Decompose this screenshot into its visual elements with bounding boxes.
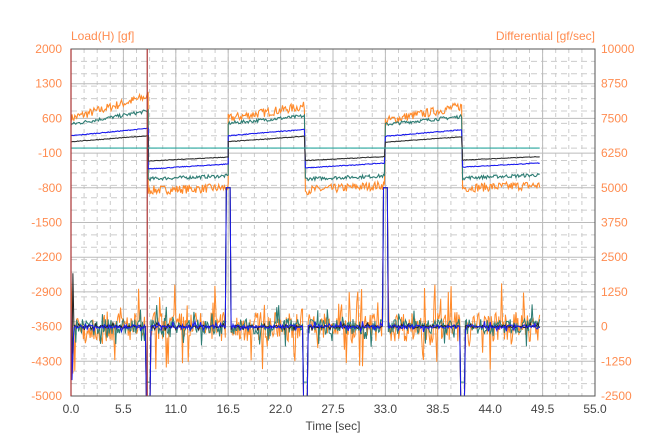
- diff-teal-line: [70, 187, 541, 383]
- x-tick-label: 5.5: [115, 402, 132, 416]
- right-tick-label: -2500: [601, 389, 632, 403]
- left-tick-label: -2200: [31, 250, 62, 264]
- left-tick-label: -5000: [31, 389, 62, 403]
- right-tick-label: 3750: [601, 216, 628, 230]
- left-tick-label: 1300: [35, 77, 62, 91]
- left-tick-label: -3600: [31, 320, 62, 334]
- left-tick-label: -1500: [31, 216, 62, 230]
- load-teal-line: [70, 108, 541, 183]
- x-tick-label: 38.5: [426, 402, 450, 416]
- load-blue-line: [71, 127, 540, 170]
- right-tick-label: 5000: [601, 181, 628, 195]
- left-axis-label: Load(H) [gf]: [71, 29, 134, 43]
- right-tick-label: 1250: [601, 285, 628, 299]
- right-tick-label: 7500: [601, 111, 628, 125]
- x-tick-label: 22.0: [269, 402, 293, 416]
- series-group: [70, 91, 541, 397]
- load-black-line: [70, 135, 540, 162]
- right-tick-label: -1250: [601, 354, 632, 368]
- x-tick-label: 44.0: [479, 402, 503, 416]
- left-tick-label: -800: [38, 181, 62, 195]
- left-tick-label: 600: [42, 111, 62, 125]
- left-tick-label: -2900: [31, 285, 62, 299]
- x-tick-label: 16.5: [217, 402, 241, 416]
- x-tick-label: 55.0: [583, 402, 607, 416]
- x-axis-label: Time [sec]: [306, 419, 361, 433]
- x-tick-label: 0.0: [63, 402, 80, 416]
- grid: [70, 48, 596, 397]
- load-orange-line: [70, 91, 541, 196]
- left-tick-label: 2000: [35, 42, 62, 56]
- right-tick-label: 6250: [601, 146, 628, 160]
- x-tick-label: 49.5: [531, 402, 555, 416]
- right-tick-label: 2500: [601, 250, 628, 264]
- x-tick-label: 27.5: [321, 402, 345, 416]
- x-tick-label: 33.0: [374, 402, 398, 416]
- right-tick-label: 0: [601, 320, 608, 334]
- right-axis-label: Differential [gf/sec]: [496, 29, 595, 43]
- left-tick-label: -100: [38, 146, 62, 160]
- right-tick-label: 10000: [601, 42, 635, 56]
- right-tick-label: 8750: [601, 77, 628, 91]
- left-tick-label: -4300: [31, 354, 62, 368]
- x-tick-label: 11.0: [165, 402, 188, 416]
